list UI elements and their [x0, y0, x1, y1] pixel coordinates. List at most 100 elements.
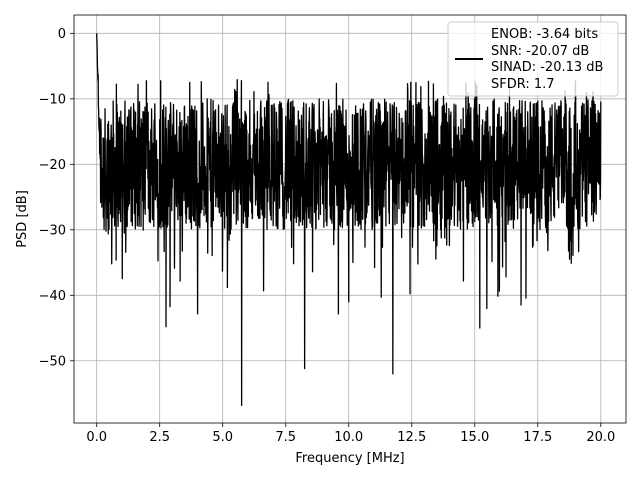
psd-data-point: [537, 196, 538, 197]
psd-data-point: [550, 164, 551, 165]
psd-data-point: [457, 295, 458, 296]
psd-data-point: [507, 282, 508, 283]
psd-data-point: [341, 210, 342, 211]
psd-data-point: [562, 144, 563, 145]
axis-ticks: 0.0 2.5 5.0 7.5 10.0 12.5 15.0 17.5 20.0 0 −10 −20 −…: [39, 27, 616, 445]
psd-data-point: [285, 131, 286, 132]
psd-data-point: [356, 157, 357, 158]
psd-data-point: [96, 33, 97, 34]
psd-data-point: [252, 111, 253, 112]
psd-data-point: [368, 138, 369, 139]
psd-data-point: [494, 111, 495, 112]
psd-data-point: [386, 118, 387, 119]
x-tick-label: 5.0: [212, 430, 233, 445]
legend-box: [447, 21, 619, 97]
psd-data-point: [361, 196, 362, 197]
legend: ENOB: -3.64 bits SNR: -20.07 dB SINAD: -…: [447, 21, 619, 97]
psd-data-point: [241, 405, 242, 406]
psd-data-point: [304, 368, 305, 369]
x-tick-label: 17.5: [523, 430, 552, 445]
psd-data-point: [123, 203, 124, 204]
psd-data-point: [479, 327, 480, 328]
psd-data-point: [247, 164, 248, 165]
psd-data-point: [179, 196, 180, 197]
legend-entry-enob: ENOB: -3.64 bits: [491, 27, 598, 42]
psd-data-point: [381, 177, 382, 178]
psd-data-point: [557, 321, 558, 322]
psd-data-point: [487, 164, 488, 165]
x-tick-label: 0.0: [86, 430, 107, 445]
psd-data-point: [97, 65, 98, 66]
psd-data-point: [600, 170, 601, 171]
psd-data-point: [419, 105, 420, 106]
psd-data-point: [474, 144, 475, 145]
psd-data-point: [462, 177, 463, 178]
psd-data-point: [449, 124, 450, 125]
psd-data-point: [310, 170, 311, 171]
x-tick-label: 12.5: [397, 430, 426, 445]
psd-data-point: [469, 229, 470, 230]
psd-data-point: [116, 295, 117, 296]
psd-data-point: [104, 177, 105, 178]
psd-data-point: [197, 301, 198, 302]
psd-data-point: [499, 210, 500, 211]
psd-data-point: [121, 131, 122, 132]
psd-data-point: [146, 196, 147, 197]
psd-data-point: [210, 105, 211, 106]
y-tick-label: −50: [39, 354, 66, 369]
psd-data-point: [520, 183, 521, 184]
x-tick-label: 15.0: [460, 430, 489, 445]
psd-data-point: [106, 249, 107, 250]
psd-data-point: [114, 170, 115, 171]
x-tick-label: 20.0: [586, 430, 615, 445]
y-tick-label: −10: [39, 92, 66, 107]
y-tick-label: −20: [39, 158, 66, 173]
psd-data-point: [102, 124, 103, 125]
psd-data-point: [267, 85, 268, 86]
psd-data-point: [187, 170, 188, 171]
psd-data-point: [525, 249, 526, 250]
psd-data-point: [436, 157, 437, 158]
psd-data-point: [595, 196, 596, 197]
psd-data-point: [273, 177, 274, 178]
psd-data-point: [165, 326, 166, 327]
psd-data-point: [431, 268, 432, 269]
psd-data-point: [280, 249, 281, 250]
psd-data-point: [323, 124, 324, 125]
psd-data-point: [570, 229, 571, 230]
x-axis-label: Frequency [MHz]: [295, 451, 404, 466]
x-tick-label: 10.0: [334, 430, 363, 445]
psd-data-point: [575, 177, 576, 178]
psd-data-point: [411, 151, 412, 152]
legend-entry-snr: SNR: -20.07 dB: [491, 44, 589, 59]
psd-data-point: [111, 223, 112, 224]
psd-data-point: [222, 164, 223, 165]
psd-data-point: [152, 124, 153, 125]
psd-data-point: [109, 144, 110, 145]
series-layer: [96, 33, 602, 406]
psd-data-point: [298, 151, 299, 152]
psd-data-point: [293, 203, 294, 204]
y-tick-label: 0: [58, 27, 66, 42]
psd-data-point: [159, 229, 160, 230]
psd-data-point: [404, 229, 405, 230]
y-tick-label: −30: [39, 223, 66, 238]
psd-data-point: [227, 144, 228, 145]
psd-data-point: [235, 216, 236, 217]
psd-data-point: [217, 249, 218, 250]
psd-data-point: [373, 249, 374, 250]
psd-data-point: [512, 131, 513, 132]
axes-frame: [73, 14, 627, 424]
psd-data-point: [260, 223, 261, 224]
psd-data-point: [139, 236, 140, 237]
psd-data-point: [134, 111, 135, 112]
psd-data-point: [318, 229, 319, 230]
psd-data-point: [100, 190, 101, 191]
y-axis-label: PSD [dB]: [15, 190, 30, 248]
psd-series-line: [96, 33, 602, 406]
psd-data-point: [99, 151, 100, 152]
psd-data-point: [444, 190, 445, 191]
psd-data-point: [336, 111, 337, 112]
psd-data-point: [202, 210, 203, 211]
